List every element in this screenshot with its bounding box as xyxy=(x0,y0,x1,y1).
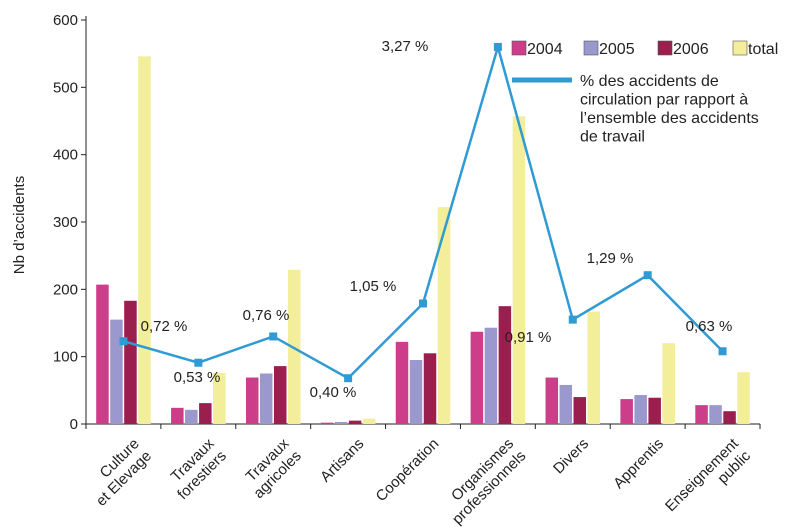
x-tick-label: Artisans xyxy=(317,435,367,485)
legend-label-2006: 2006 xyxy=(673,41,709,58)
bar-2005 xyxy=(559,384,573,424)
bar-total xyxy=(587,311,601,424)
bar-2004 xyxy=(171,407,184,424)
bar-2006 xyxy=(573,397,587,424)
percentage-marker xyxy=(119,337,128,346)
percentage-label: 1,05 % xyxy=(350,278,397,295)
bar-total xyxy=(213,372,226,424)
percentage-marker xyxy=(643,271,652,280)
bar-2006 xyxy=(124,300,137,424)
legend-line-label: % des accidents de xyxy=(580,73,719,90)
bar-2005 xyxy=(709,405,722,424)
x-tick-label: Travauxforestiers xyxy=(162,435,230,503)
y-tick-label: 100 xyxy=(53,349,78,366)
y-axis-label: Nb d’accidents xyxy=(11,176,28,274)
percentage-label: 0,72 % xyxy=(141,318,188,335)
x-tick-label: Apprentis xyxy=(610,435,667,492)
bar-total xyxy=(737,372,750,424)
bar-2005 xyxy=(110,319,123,424)
bar-2006 xyxy=(498,306,512,424)
bar-2006 xyxy=(273,366,287,424)
percentage-marker xyxy=(568,315,577,324)
bar-2004 xyxy=(245,377,259,424)
bar-total xyxy=(437,207,451,424)
percentage-marker xyxy=(493,42,502,51)
y-tick-label: 200 xyxy=(53,281,78,298)
legend-swatch-2004 xyxy=(511,40,527,56)
bar-2005 xyxy=(334,421,348,424)
percentage-marker xyxy=(419,299,427,308)
percentage-label: 0,53 % xyxy=(174,369,221,386)
bar-2005 xyxy=(484,327,498,424)
y-axis-title: Nb d’accidents xyxy=(11,176,28,274)
bar-2006 xyxy=(723,411,736,424)
bar-2004 xyxy=(395,341,409,424)
percentage-label: 0,63 % xyxy=(686,318,733,335)
bar-2004 xyxy=(545,377,559,424)
x-tick-label-line: Apprentis xyxy=(610,435,667,492)
y-tick-label: 600 xyxy=(53,12,78,29)
x-tick-label: Divers xyxy=(550,435,592,477)
bar-total xyxy=(362,418,376,424)
percentage-label: 3,27 % xyxy=(382,38,429,55)
x-tick-label: Coopération xyxy=(372,435,442,505)
y-tick-label: 500 xyxy=(53,79,78,96)
bar-2005 xyxy=(185,409,198,424)
bar-2006 xyxy=(648,397,661,424)
bar-total xyxy=(662,343,675,424)
percentage-marker xyxy=(194,358,203,367)
bar-2004 xyxy=(96,284,109,424)
bar-2004 xyxy=(470,331,484,424)
percentage-label: 0,91 % xyxy=(505,329,552,346)
bar-total xyxy=(512,116,526,424)
bar-2004 xyxy=(320,422,334,424)
y-tick-label: 400 xyxy=(53,147,78,164)
percentage-label: 0,40 % xyxy=(310,384,357,401)
x-tick-label-line: Coopération xyxy=(372,435,442,505)
legend-line-label: de travail xyxy=(580,129,645,146)
bar-2004 xyxy=(695,405,708,424)
bar-2004 xyxy=(620,399,633,424)
legend-swatch-2006 xyxy=(657,40,673,56)
x-tick-label-line: Artisans xyxy=(317,435,367,485)
legend-swatch-total xyxy=(732,40,748,56)
legend-label-2004: 2004 xyxy=(527,41,563,58)
bar-2005 xyxy=(259,373,273,424)
x-tick-label: Cultureet Elevage xyxy=(81,435,155,509)
percentage-label: 1,29 % xyxy=(587,250,634,267)
bar-total xyxy=(138,56,151,425)
legend: 2004 2005 2006 total % des accidents de circu… xyxy=(511,40,778,146)
percentage-marker xyxy=(344,374,353,383)
x-tick-label: Enseignementpublic xyxy=(662,435,755,527)
bar-2006 xyxy=(199,403,212,424)
legend-line-label: circulation par rapport à xyxy=(580,92,748,109)
percentage-label: 0,76 % xyxy=(243,307,290,324)
y-tick-label: 0 xyxy=(70,416,78,433)
legend-swatch-2005 xyxy=(583,40,599,56)
legend-label-2005: 2005 xyxy=(599,41,635,58)
bar-2005 xyxy=(409,360,423,424)
y-tick-label: 300 xyxy=(53,214,78,231)
x-tick-label: Travauxagricoles xyxy=(238,435,305,502)
legend-label-total: total xyxy=(748,41,778,58)
bar-2005 xyxy=(634,395,647,424)
bar-2006 xyxy=(423,353,437,424)
percentage-marker xyxy=(269,332,278,341)
x-tick-label: Organismesprofessionnels xyxy=(437,435,530,527)
bar-2006 xyxy=(348,420,362,424)
percentage-marker xyxy=(718,347,727,356)
legend-line-label: l’ensemble des accidents xyxy=(580,110,759,127)
x-tick-label-line: Divers xyxy=(550,435,592,477)
